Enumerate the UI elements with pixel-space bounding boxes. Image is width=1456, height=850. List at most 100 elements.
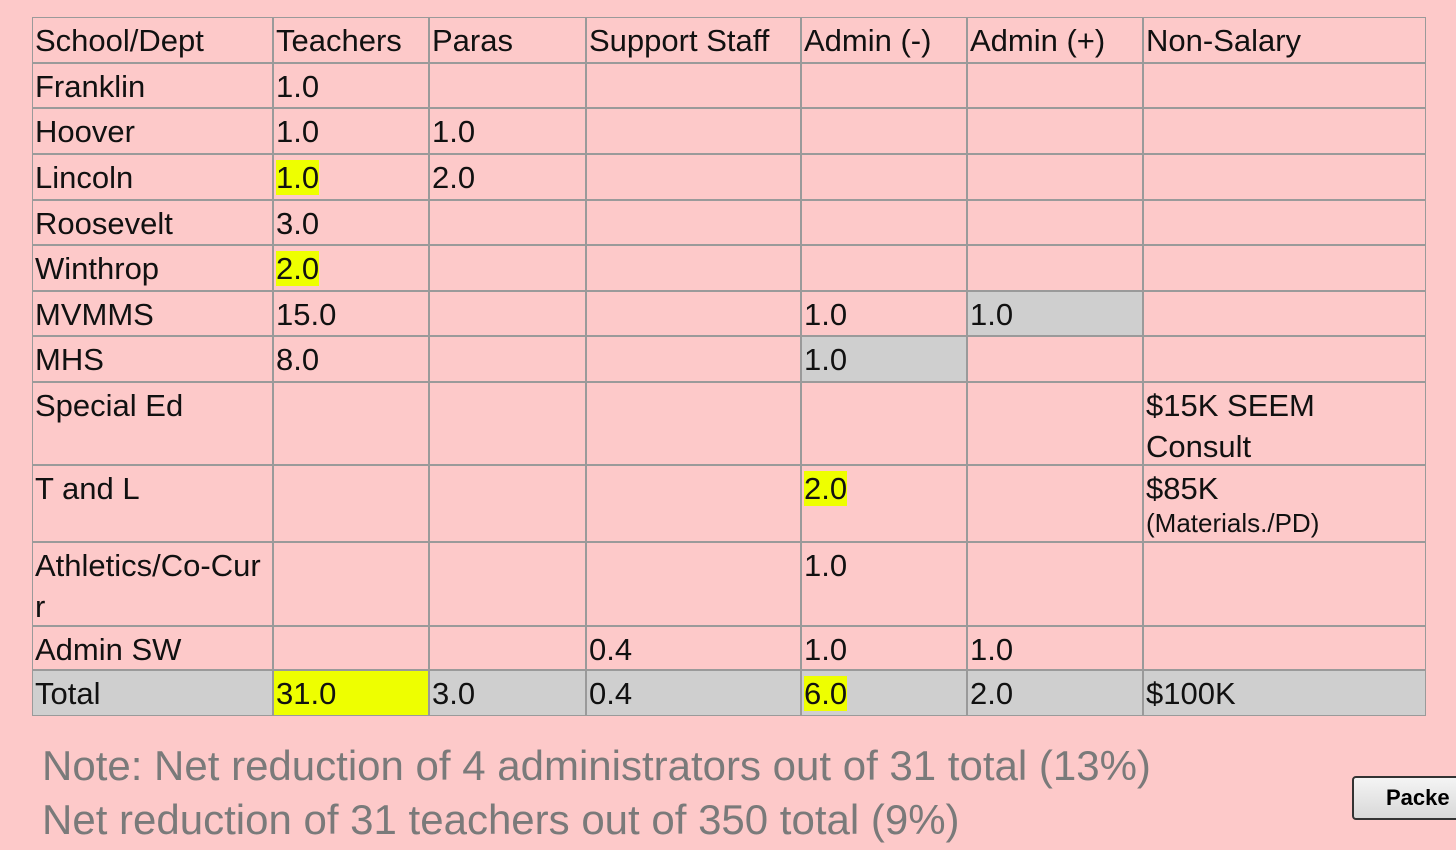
cell: 2.0 xyxy=(273,245,429,291)
cell xyxy=(967,382,1143,465)
cell: 0.4 xyxy=(586,670,801,716)
cell xyxy=(429,336,586,382)
cell-text: MHS xyxy=(35,342,104,377)
cell-text: School/Dept xyxy=(35,23,204,58)
cell xyxy=(1143,200,1426,245)
cell-text: 1.0 xyxy=(276,114,320,149)
cell xyxy=(429,291,586,336)
cell: 2.0 xyxy=(801,465,967,542)
cell: 1.0 xyxy=(273,108,429,154)
header-cell: Paras xyxy=(429,17,586,63)
cell-text: $15K SEEM Consult xyxy=(1146,388,1315,464)
cell xyxy=(1143,154,1426,200)
cell xyxy=(1143,291,1426,336)
cell-text: 15.0 xyxy=(276,297,337,332)
cell xyxy=(429,200,586,245)
cell xyxy=(801,63,967,108)
cell xyxy=(801,154,967,200)
cell xyxy=(429,465,586,542)
cell: Franklin xyxy=(32,63,273,108)
cell xyxy=(801,382,967,465)
cell xyxy=(1143,626,1426,670)
header-cell: Admin (+) xyxy=(967,17,1143,63)
cell: Roosevelt xyxy=(32,200,273,245)
cell xyxy=(429,626,586,670)
cell-text: MVMMS xyxy=(35,297,154,332)
cell-text: 1.0 xyxy=(432,114,476,149)
cell xyxy=(1143,108,1426,154)
cell: 3.0 xyxy=(429,670,586,716)
header-cell: Non-Salary xyxy=(1143,17,1426,63)
cell: 3.0 xyxy=(273,200,429,245)
cell xyxy=(586,336,801,382)
cell-text: Support Staff xyxy=(589,23,770,58)
cell-text: Paras xyxy=(432,23,513,58)
cell: 1.0 xyxy=(273,154,429,200)
cell xyxy=(967,245,1143,291)
cell: Lincoln xyxy=(32,154,273,200)
cell xyxy=(586,63,801,108)
cell-text: 0.4 xyxy=(589,632,633,667)
cell-text: Admin (+) xyxy=(970,23,1106,58)
cell: 1.0 xyxy=(801,291,967,336)
cell: 2.0 xyxy=(967,670,1143,716)
cell xyxy=(967,542,1143,626)
cell: 6.0 xyxy=(801,670,967,716)
cell-text: T and L xyxy=(35,471,140,506)
cell xyxy=(967,336,1143,382)
cell: Total xyxy=(32,670,273,716)
cell-text: Admin (-) xyxy=(804,23,932,58)
cell xyxy=(967,200,1143,245)
button[interactable]: Packe xyxy=(1352,776,1456,820)
cell: 2.0 xyxy=(429,154,586,200)
cell-text: 1.0 xyxy=(970,632,1014,667)
cell: $100K xyxy=(1143,670,1426,716)
cell-text: 1.0 xyxy=(970,297,1014,332)
cell xyxy=(273,626,429,670)
cell xyxy=(586,291,801,336)
cell xyxy=(273,465,429,542)
cell-text: $100K xyxy=(1146,676,1236,711)
cell: 1.0 xyxy=(801,542,967,626)
cell xyxy=(1143,542,1426,626)
cell-text: Non-Salary xyxy=(1146,23,1302,58)
cell: 1.0 xyxy=(801,336,967,382)
cell xyxy=(429,382,586,465)
cell-text: 1.0 xyxy=(804,342,848,377)
cell-text: 1.0 xyxy=(276,160,320,195)
cell-text: Special Ed xyxy=(35,388,184,423)
cell: $85K (Materials./PD) xyxy=(1143,465,1426,542)
cell-text: 8.0 xyxy=(276,342,320,377)
cell-text: 1.0 xyxy=(804,548,848,583)
cell-text: 2.0 xyxy=(970,676,1014,711)
cell-text: 2.0 xyxy=(804,471,848,506)
cell-text: 2.0 xyxy=(276,251,320,286)
cell-text: Lincoln xyxy=(35,160,134,195)
cell: Special Ed xyxy=(32,382,273,465)
cell-text: Teachers xyxy=(276,23,402,58)
cell-text: 1.0 xyxy=(276,69,320,104)
cell xyxy=(429,63,586,108)
cell-text: 2.0 xyxy=(432,160,476,195)
cell: 1.0 xyxy=(967,291,1143,336)
cell xyxy=(429,245,586,291)
cell xyxy=(586,542,801,626)
cell: 1.0 xyxy=(801,626,967,670)
cell: $15K SEEM Consult xyxy=(1143,382,1426,465)
cell xyxy=(967,108,1143,154)
cell xyxy=(429,542,586,626)
cell xyxy=(967,63,1143,108)
cell-text: 1.0 xyxy=(804,297,848,332)
cell xyxy=(801,108,967,154)
cell: 8.0 xyxy=(273,336,429,382)
cell-text: 6.0 xyxy=(804,676,848,711)
cell xyxy=(586,245,801,291)
cell-text: Winthrop xyxy=(35,251,160,286)
cell xyxy=(586,200,801,245)
cell: MVMMS xyxy=(32,291,273,336)
header-cell: Support Staff xyxy=(586,17,801,63)
cell xyxy=(1143,63,1426,108)
header-cell: School/Dept xyxy=(32,17,273,63)
cell-text: 3.0 xyxy=(432,676,476,711)
note: Note: Net reduction of 4 administrators … xyxy=(42,742,1151,789)
